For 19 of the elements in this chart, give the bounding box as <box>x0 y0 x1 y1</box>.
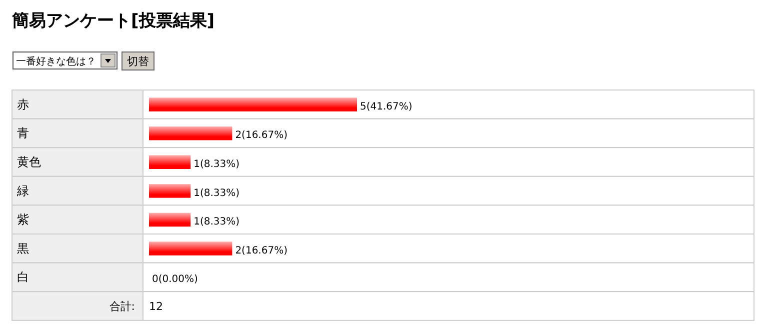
data-label: 2(16.67%) <box>235 245 288 256</box>
text: 切替 <box>127 55 149 68</box>
data-label: 5(41.67%) <box>360 101 412 112</box>
data-label: 2(16.67%) <box>235 130 288 142</box>
text: 合計: <box>109 300 135 313</box>
data-label: 1(8.33%) <box>194 159 240 170</box>
y-tick-label: 黄色 <box>17 155 41 169</box>
y-tick-label: 赤 <box>17 97 29 112</box>
y-tick-label: 黒 <box>17 241 29 256</box>
y-tick-label: 紫 <box>17 212 29 227</box>
chart-title: 簡易アンケート[投票結果] <box>11 11 215 31</box>
y-tick-label: 緑 <box>16 184 29 198</box>
data-label: 0(0.00%) <box>152 274 198 286</box>
data-label: 1(8.33%) <box>194 188 240 199</box>
y-tick-label: 白 <box>17 270 29 284</box>
y-tick-label: 青 <box>17 126 29 140</box>
text: 12 <box>149 300 163 313</box>
data-label: 1(8.33%) <box>194 216 240 228</box>
text: 一番好きな色は？ <box>16 56 96 68</box>
